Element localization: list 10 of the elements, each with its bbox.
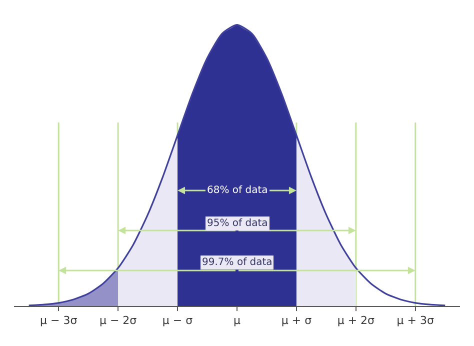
x-tick-label: μ − σ — [162, 314, 193, 328]
x-tick-label: μ + 2σ — [337, 314, 375, 328]
x-tick-label: μ − 2σ — [99, 314, 137, 328]
x-tick-label: μ — [234, 314, 240, 328]
x-tick-label: μ + 3σ — [396, 314, 434, 328]
x-tick-label: μ − 3σ — [40, 314, 78, 328]
x-tick-label: μ + σ — [281, 314, 312, 328]
annotation: 68% of data — [207, 185, 268, 196]
annotation: 95% of data — [207, 218, 268, 229]
annotation: 99.7% of data — [202, 257, 272, 268]
